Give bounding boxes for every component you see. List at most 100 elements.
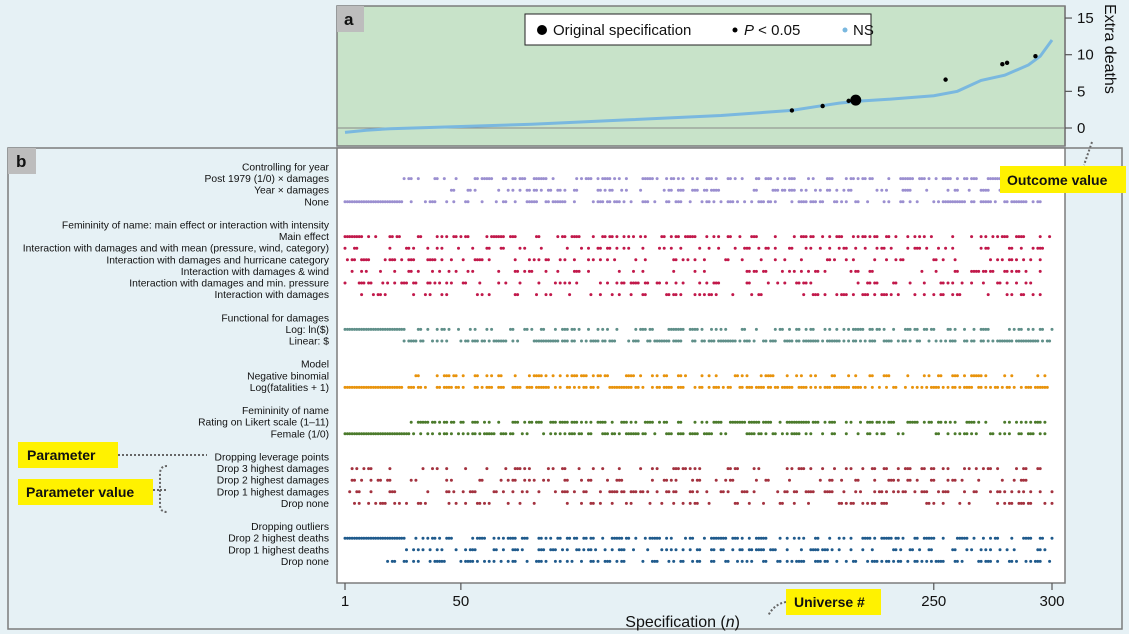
spec-dot xyxy=(412,432,416,436)
spec-dot xyxy=(676,188,680,192)
spec-dot xyxy=(880,559,884,563)
spec-dot xyxy=(866,420,870,424)
spec-dot xyxy=(811,177,815,181)
spec-dot xyxy=(518,501,522,505)
spec-dot xyxy=(866,501,870,505)
spec-dot xyxy=(414,374,418,378)
spec-dot xyxy=(641,327,645,331)
spec-dot xyxy=(360,269,364,273)
spec-dot xyxy=(965,385,969,389)
spec-dot xyxy=(764,478,768,482)
spec-dot xyxy=(397,385,401,389)
spec-dot xyxy=(691,339,695,343)
spec-dot xyxy=(466,339,470,343)
spec-dot xyxy=(915,339,919,343)
spec-dot xyxy=(364,269,368,273)
spec-dot xyxy=(873,339,877,343)
spec-dot xyxy=(596,339,600,343)
spec-dot xyxy=(483,501,486,505)
spec-dot xyxy=(610,385,614,389)
spec-dot xyxy=(955,188,959,192)
spec-dot xyxy=(624,188,628,192)
spec-dot xyxy=(485,246,489,250)
spec-dot xyxy=(348,327,352,331)
spec-dot xyxy=(1019,235,1023,239)
spec-dot xyxy=(799,467,803,471)
spec-dot xyxy=(892,548,896,552)
spec-dot xyxy=(409,420,413,424)
spec-dot xyxy=(1022,467,1026,471)
spec-dot xyxy=(499,235,503,239)
spec-dot xyxy=(525,432,529,436)
spec-dot xyxy=(906,420,910,424)
spec-dot xyxy=(1031,339,1035,343)
spec-dot xyxy=(788,269,791,273)
spec-dot xyxy=(901,258,905,262)
spec-dot xyxy=(721,339,725,343)
spec-dot xyxy=(863,246,867,250)
spec-dot xyxy=(970,235,974,239)
spec-dot xyxy=(859,385,862,389)
spec-dot xyxy=(440,235,444,239)
spec-dot xyxy=(596,177,600,181)
spec-dot xyxy=(596,559,600,563)
spec-dot xyxy=(669,385,673,389)
spec-dot xyxy=(837,385,841,389)
spec-dot xyxy=(944,246,948,250)
spec-dot xyxy=(932,327,936,331)
spec-dot xyxy=(634,281,638,285)
spec-dot xyxy=(892,281,896,285)
spec-dot xyxy=(974,432,978,436)
spec-dot xyxy=(788,246,791,250)
spec-dot xyxy=(790,432,794,436)
spec-dot xyxy=(996,177,1000,181)
spec-dot xyxy=(785,339,789,343)
spec-dot xyxy=(759,258,763,262)
spec-dot xyxy=(665,490,669,494)
spec-dot xyxy=(986,467,990,471)
annotation-parameter-value: Parameter value xyxy=(18,465,168,513)
spec-dot xyxy=(1005,269,1009,273)
spec-dot xyxy=(795,420,799,424)
spec-dot xyxy=(887,200,891,204)
spec-dot xyxy=(658,339,661,343)
spec-dot xyxy=(580,420,583,424)
row-dots-5-3 xyxy=(353,501,1054,505)
spec-dot xyxy=(464,501,468,505)
spec-dot xyxy=(778,420,782,424)
spec-dot xyxy=(776,188,780,192)
spec-dot xyxy=(908,467,912,471)
spec-dot xyxy=(379,432,382,436)
spec-dot xyxy=(1036,420,1040,424)
spec-dot xyxy=(948,420,952,424)
spec-dot xyxy=(551,200,555,204)
spec-dot xyxy=(466,200,470,204)
spec-dot xyxy=(1050,536,1054,540)
spec-dot xyxy=(885,385,888,389)
spec-dot xyxy=(809,385,813,389)
spec-dot xyxy=(705,188,709,192)
spec-dot xyxy=(672,327,676,331)
spec-dot xyxy=(589,177,593,181)
spec-dot xyxy=(459,339,463,343)
spec-dot xyxy=(1029,490,1033,494)
spec-dot xyxy=(504,200,508,204)
spec-dot xyxy=(795,327,799,331)
spec-dot xyxy=(707,339,711,343)
spec-dot xyxy=(977,385,981,389)
spec-dot xyxy=(712,281,716,285)
spec-dot xyxy=(636,281,640,285)
spec-dot xyxy=(355,246,359,250)
spec-dot xyxy=(371,536,375,540)
spec-dot xyxy=(752,420,756,424)
spec-dot xyxy=(553,420,557,424)
spec-dot xyxy=(747,420,751,424)
spec-dot xyxy=(360,432,364,436)
spec-dot xyxy=(383,327,387,331)
spec-dot xyxy=(875,420,879,424)
spec-dot xyxy=(814,559,817,563)
spec-dot xyxy=(419,327,423,331)
spec-dot xyxy=(915,385,919,389)
spec-dot xyxy=(726,339,730,343)
spec-dot xyxy=(679,246,683,250)
